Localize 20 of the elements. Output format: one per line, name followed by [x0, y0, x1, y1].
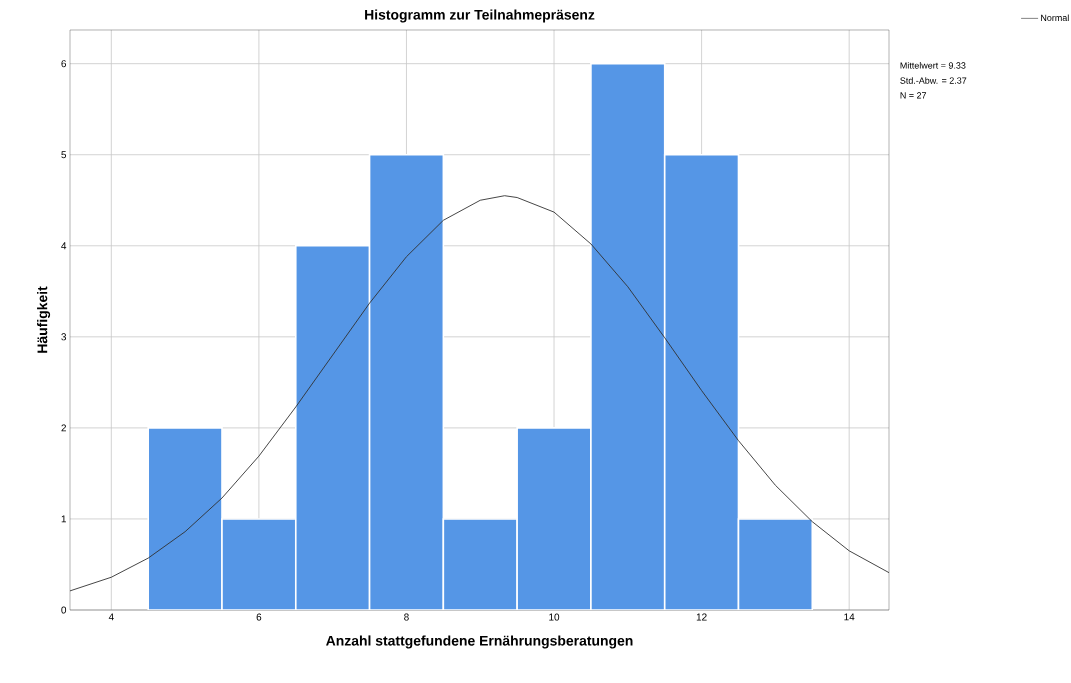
x-axis-title: Anzahl stattgefundene Ernährungsberatungen [326, 635, 633, 649]
y-tick-label: 6 [61, 60, 67, 68]
y-tick-label: 5 [61, 151, 67, 159]
text: N = 27 [900, 92, 927, 99]
y-tick-label: 2 [61, 424, 66, 432]
y-tick-label: 3 [61, 333, 67, 341]
y-tick-label: 1 [61, 515, 66, 523]
y-axis-title: Häufigkeit [37, 286, 51, 353]
y-tick-label: 4 [61, 242, 67, 250]
legend-label: Normal [1041, 14, 1069, 21]
chart-title: Histogramm zur Teilnahmepräsenz [365, 9, 595, 23]
x-tick-label: 14 [844, 613, 855, 621]
x-tick-label: 4 [108, 613, 114, 621]
x-tick-label: 12 [696, 613, 707, 621]
text: Std.-Abw. = 2.37 [900, 77, 967, 84]
x-tick-label: 10 [549, 613, 560, 621]
text: Mittelwert = 9.33 [900, 62, 966, 69]
x-tick-label: 6 [256, 613, 262, 621]
y-tick-label: 0 [61, 606, 67, 614]
x-tick-label: 8 [404, 613, 409, 621]
